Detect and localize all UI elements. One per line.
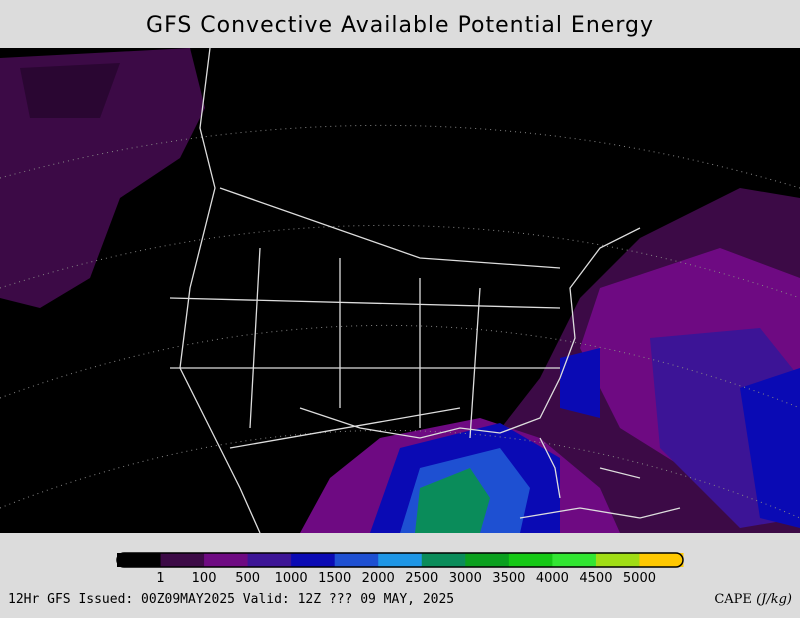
colorbar-segment xyxy=(247,553,292,567)
colorbar-label: 1500 xyxy=(318,571,351,586)
cape-area xyxy=(740,368,800,528)
issued-text: 12Hr GFS Issued: 00Z09MAY2025 Valid: 12Z… xyxy=(8,592,455,607)
colorbar-label: 2500 xyxy=(405,571,438,586)
title: GFS Convective Available Potential Energ… xyxy=(146,13,654,38)
colorbar-segment xyxy=(334,553,379,567)
colorbar-segment xyxy=(291,553,336,567)
colorbar-segment xyxy=(117,553,162,567)
colorbar-segment xyxy=(160,553,205,567)
colorbar-segment xyxy=(421,553,466,567)
colorbar-label: 3000 xyxy=(449,571,482,586)
colorbar-segment xyxy=(378,553,423,567)
colorbar-segment xyxy=(639,553,684,567)
colorbar-label: 1000 xyxy=(275,571,308,586)
colorbar-segment xyxy=(508,553,553,567)
graticule xyxy=(0,124,800,519)
units-label: CAPE (J/kg) xyxy=(714,592,792,607)
variable: CAPE xyxy=(714,592,752,607)
colorbar-label: 4500 xyxy=(579,571,612,586)
colorbar-label: 500 xyxy=(235,571,260,586)
units: (J/kg) xyxy=(756,592,792,607)
colorbar-label: 1 xyxy=(156,571,164,586)
colorbar-segment xyxy=(595,553,640,567)
colorbar-segment xyxy=(465,553,510,567)
colorbar-label: 5000 xyxy=(623,571,656,586)
colorbar: 1 100 500 1000 1500 2000 2500 3000 3500 4000 4500 5… xyxy=(116,552,684,586)
cape-area xyxy=(20,63,120,118)
colorbar-segment xyxy=(552,553,597,567)
cape-area xyxy=(560,348,600,418)
colorbar-segment xyxy=(204,553,249,567)
colorbar-label: 100 xyxy=(192,571,217,586)
colorbar-label: 3500 xyxy=(492,571,525,586)
cape-area xyxy=(415,468,490,533)
colorbar-label: 4000 xyxy=(536,571,569,586)
colorbar-label: 2000 xyxy=(362,571,395,586)
map xyxy=(0,48,800,533)
colorbar-outline xyxy=(116,552,684,568)
coastlines xyxy=(169,48,681,533)
